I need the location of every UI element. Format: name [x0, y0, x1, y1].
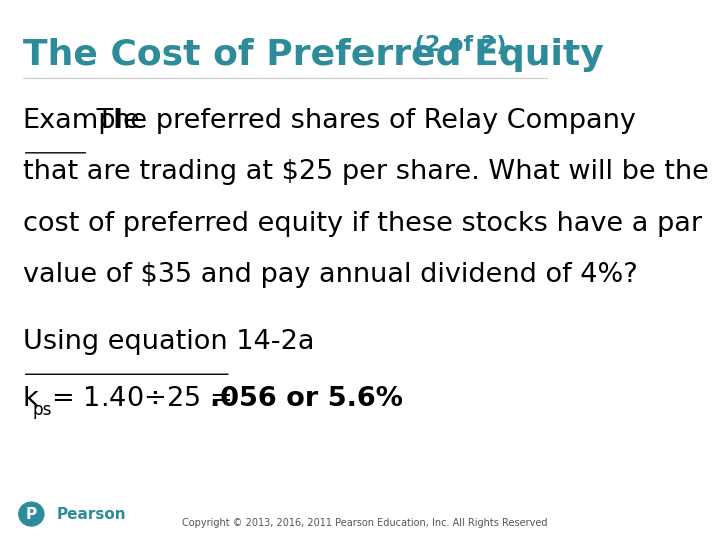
Text: P: P — [26, 507, 37, 522]
Text: The preferred shares of Relay Company: The preferred shares of Relay Company — [89, 108, 636, 134]
Text: Copyright © 2013, 2016, 2011 Pearson Education, Inc. All Rights Reserved: Copyright © 2013, 2016, 2011 Pearson Edu… — [181, 518, 547, 528]
Circle shape — [19, 502, 44, 526]
Text: k: k — [23, 386, 39, 412]
Text: The Cost of Preferred Equity: The Cost of Preferred Equity — [23, 38, 603, 72]
Text: Pearson: Pearson — [57, 507, 127, 522]
Text: = $1.40 ÷ $25 =: = $1.40 ÷ $25 = — [42, 386, 234, 412]
Text: ps: ps — [32, 401, 52, 418]
Text: cost of preferred equity if these stocks have a par: cost of preferred equity if these stocks… — [23, 211, 702, 237]
Text: .056 or 5.6%: .056 or 5.6% — [210, 386, 402, 412]
Text: value of $35 and pay annual dividend of 4%?: value of $35 and pay annual dividend of … — [23, 262, 637, 288]
Text: Using equation 14-2a: Using equation 14-2a — [23, 329, 315, 355]
Text: Example: Example — [23, 108, 140, 134]
Text: that are trading at $25 per share. What will be the: that are trading at $25 per share. What … — [23, 159, 708, 185]
Text: (2 of 2): (2 of 2) — [408, 35, 507, 55]
